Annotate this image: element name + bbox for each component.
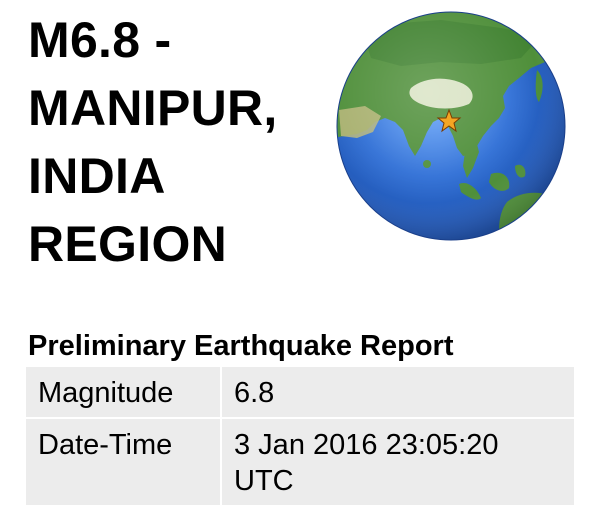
title-line: REGION	[28, 216, 228, 272]
table-row: Magnitude 6.8	[26, 367, 574, 417]
epicenter-star-icon	[436, 108, 462, 133]
magnitude-value: 6.8	[222, 367, 574, 417]
page-title: M6.8 - MANIPUR, INDIA REGION	[28, 6, 328, 278]
report-heading: Preliminary Earthquake Report	[28, 330, 454, 362]
table-row: Date-Time 3 Jan 2016 23:05:20 UTC	[26, 417, 574, 505]
earth-globe-asia-icon	[336, 11, 566, 241]
title-line: M6.8 -	[28, 12, 172, 68]
date-time-label: Date-Time	[26, 417, 222, 505]
title-line: INDIA	[28, 148, 166, 204]
date-time-value: 3 Jan 2016 23:05:20 UTC	[222, 417, 574, 505]
title-line: MANIPUR,	[28, 80, 278, 136]
magnitude-label: Magnitude	[26, 367, 222, 417]
report-table: Magnitude 6.8 Date-Time 3 Jan 2016 23:05…	[26, 367, 574, 505]
